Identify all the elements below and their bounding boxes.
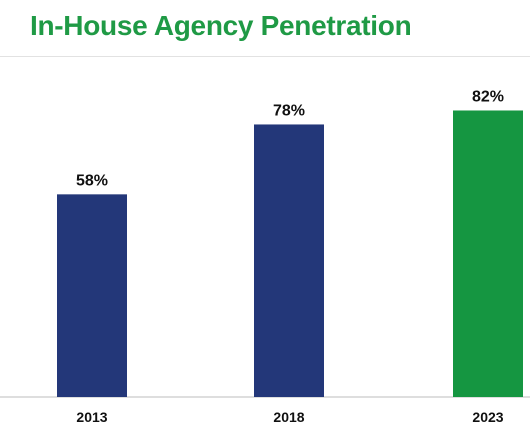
- bar-2023: [453, 110, 523, 397]
- bar-2013: [57, 194, 127, 397]
- value-label-2023: 82%: [472, 88, 504, 105]
- value-label-2013: 58%: [76, 172, 108, 189]
- title-divider: [0, 56, 530, 57]
- category-label-2018: 2018: [273, 409, 304, 425]
- chart-title: In-House Agency Penetration: [30, 10, 412, 41]
- category-label-2023: 2023: [472, 409, 503, 425]
- category-label-2013: 2013: [76, 409, 107, 425]
- value-label-2018: 78%: [273, 102, 305, 119]
- bar-2018: [254, 124, 324, 397]
